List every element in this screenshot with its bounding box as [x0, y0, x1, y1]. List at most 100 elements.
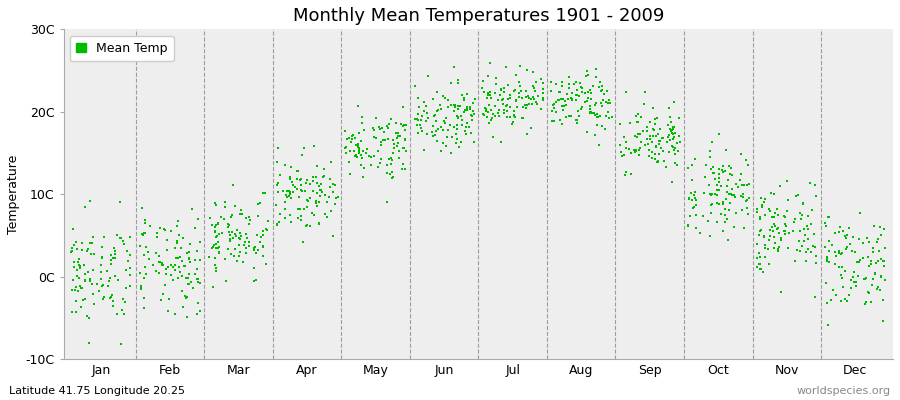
Point: [795, 216, 809, 223]
Point: [522, 101, 536, 107]
Point: [297, 145, 311, 151]
Point: [857, 276, 871, 282]
Point: [790, 192, 805, 198]
Point: [752, 232, 766, 238]
Point: [288, 184, 302, 190]
Point: [734, 150, 748, 157]
Point: [590, 114, 605, 120]
Point: [343, 170, 357, 177]
Point: [117, 240, 131, 247]
Point: [439, 134, 454, 140]
Point: [703, 232, 717, 239]
Point: [497, 85, 511, 92]
Point: [97, 294, 112, 301]
Point: [500, 108, 514, 114]
Point: [464, 112, 478, 118]
Legend: Mean Temp: Mean Temp: [70, 36, 174, 61]
Point: [705, 139, 719, 145]
Point: [601, 100, 616, 106]
Point: [328, 195, 343, 201]
Point: [251, 247, 266, 254]
Point: [482, 102, 497, 109]
Point: [285, 182, 300, 188]
Point: [383, 155, 398, 162]
Point: [852, 257, 867, 263]
Point: [225, 212, 239, 218]
Point: [876, 318, 890, 324]
Point: [652, 125, 667, 132]
Point: [668, 145, 682, 152]
Point: [374, 139, 388, 145]
Point: [135, 204, 149, 211]
Point: [475, 85, 490, 91]
Point: [228, 231, 242, 237]
Point: [806, 243, 821, 249]
Point: [689, 202, 704, 209]
Point: [355, 120, 369, 126]
Point: [768, 223, 782, 230]
Point: [137, 295, 151, 302]
Point: [222, 238, 237, 244]
Point: [599, 88, 614, 94]
Point: [752, 261, 767, 267]
Point: [151, 258, 166, 265]
Point: [171, 218, 185, 224]
Point: [634, 139, 648, 146]
Point: [311, 221, 326, 227]
Point: [699, 162, 714, 168]
Point: [668, 130, 682, 136]
Point: [649, 143, 663, 149]
Point: [414, 125, 428, 131]
Point: [434, 124, 448, 130]
Point: [534, 106, 548, 113]
Point: [293, 186, 308, 193]
Point: [189, 266, 203, 272]
Point: [720, 216, 734, 222]
Point: [326, 189, 340, 196]
Point: [825, 286, 840, 293]
Point: [866, 276, 880, 283]
Point: [68, 239, 83, 245]
Point: [364, 162, 378, 168]
Point: [385, 150, 400, 156]
Point: [120, 285, 134, 292]
Point: [382, 120, 397, 127]
Point: [803, 180, 817, 186]
Point: [832, 250, 847, 256]
Point: [300, 176, 314, 183]
Point: [167, 244, 182, 251]
Text: Latitude 41.75 Longitude 20.25: Latitude 41.75 Longitude 20.25: [9, 386, 185, 396]
Point: [840, 232, 854, 238]
Point: [729, 210, 743, 216]
Point: [840, 298, 854, 304]
Point: [103, 277, 117, 284]
Point: [220, 224, 235, 230]
Point: [460, 107, 474, 113]
Point: [238, 249, 253, 256]
Point: [809, 192, 824, 199]
Text: worldspecies.org: worldspecies.org: [796, 386, 891, 396]
Point: [753, 228, 768, 234]
Point: [662, 126, 677, 132]
Point: [68, 287, 82, 293]
Point: [367, 126, 382, 133]
Point: [425, 129, 439, 135]
Point: [681, 222, 696, 228]
Point: [448, 103, 463, 110]
Point: [625, 171, 639, 177]
Point: [516, 104, 530, 110]
Point: [68, 242, 82, 248]
Point: [171, 274, 185, 281]
Point: [876, 258, 890, 264]
Point: [446, 108, 461, 114]
Point: [591, 114, 606, 120]
Point: [204, 245, 219, 251]
Point: [629, 147, 643, 153]
Point: [254, 234, 268, 240]
Point: [73, 265, 87, 272]
Point: [100, 268, 114, 274]
Point: [869, 238, 884, 245]
Point: [446, 102, 461, 108]
Point: [73, 282, 87, 289]
Point: [311, 219, 326, 226]
